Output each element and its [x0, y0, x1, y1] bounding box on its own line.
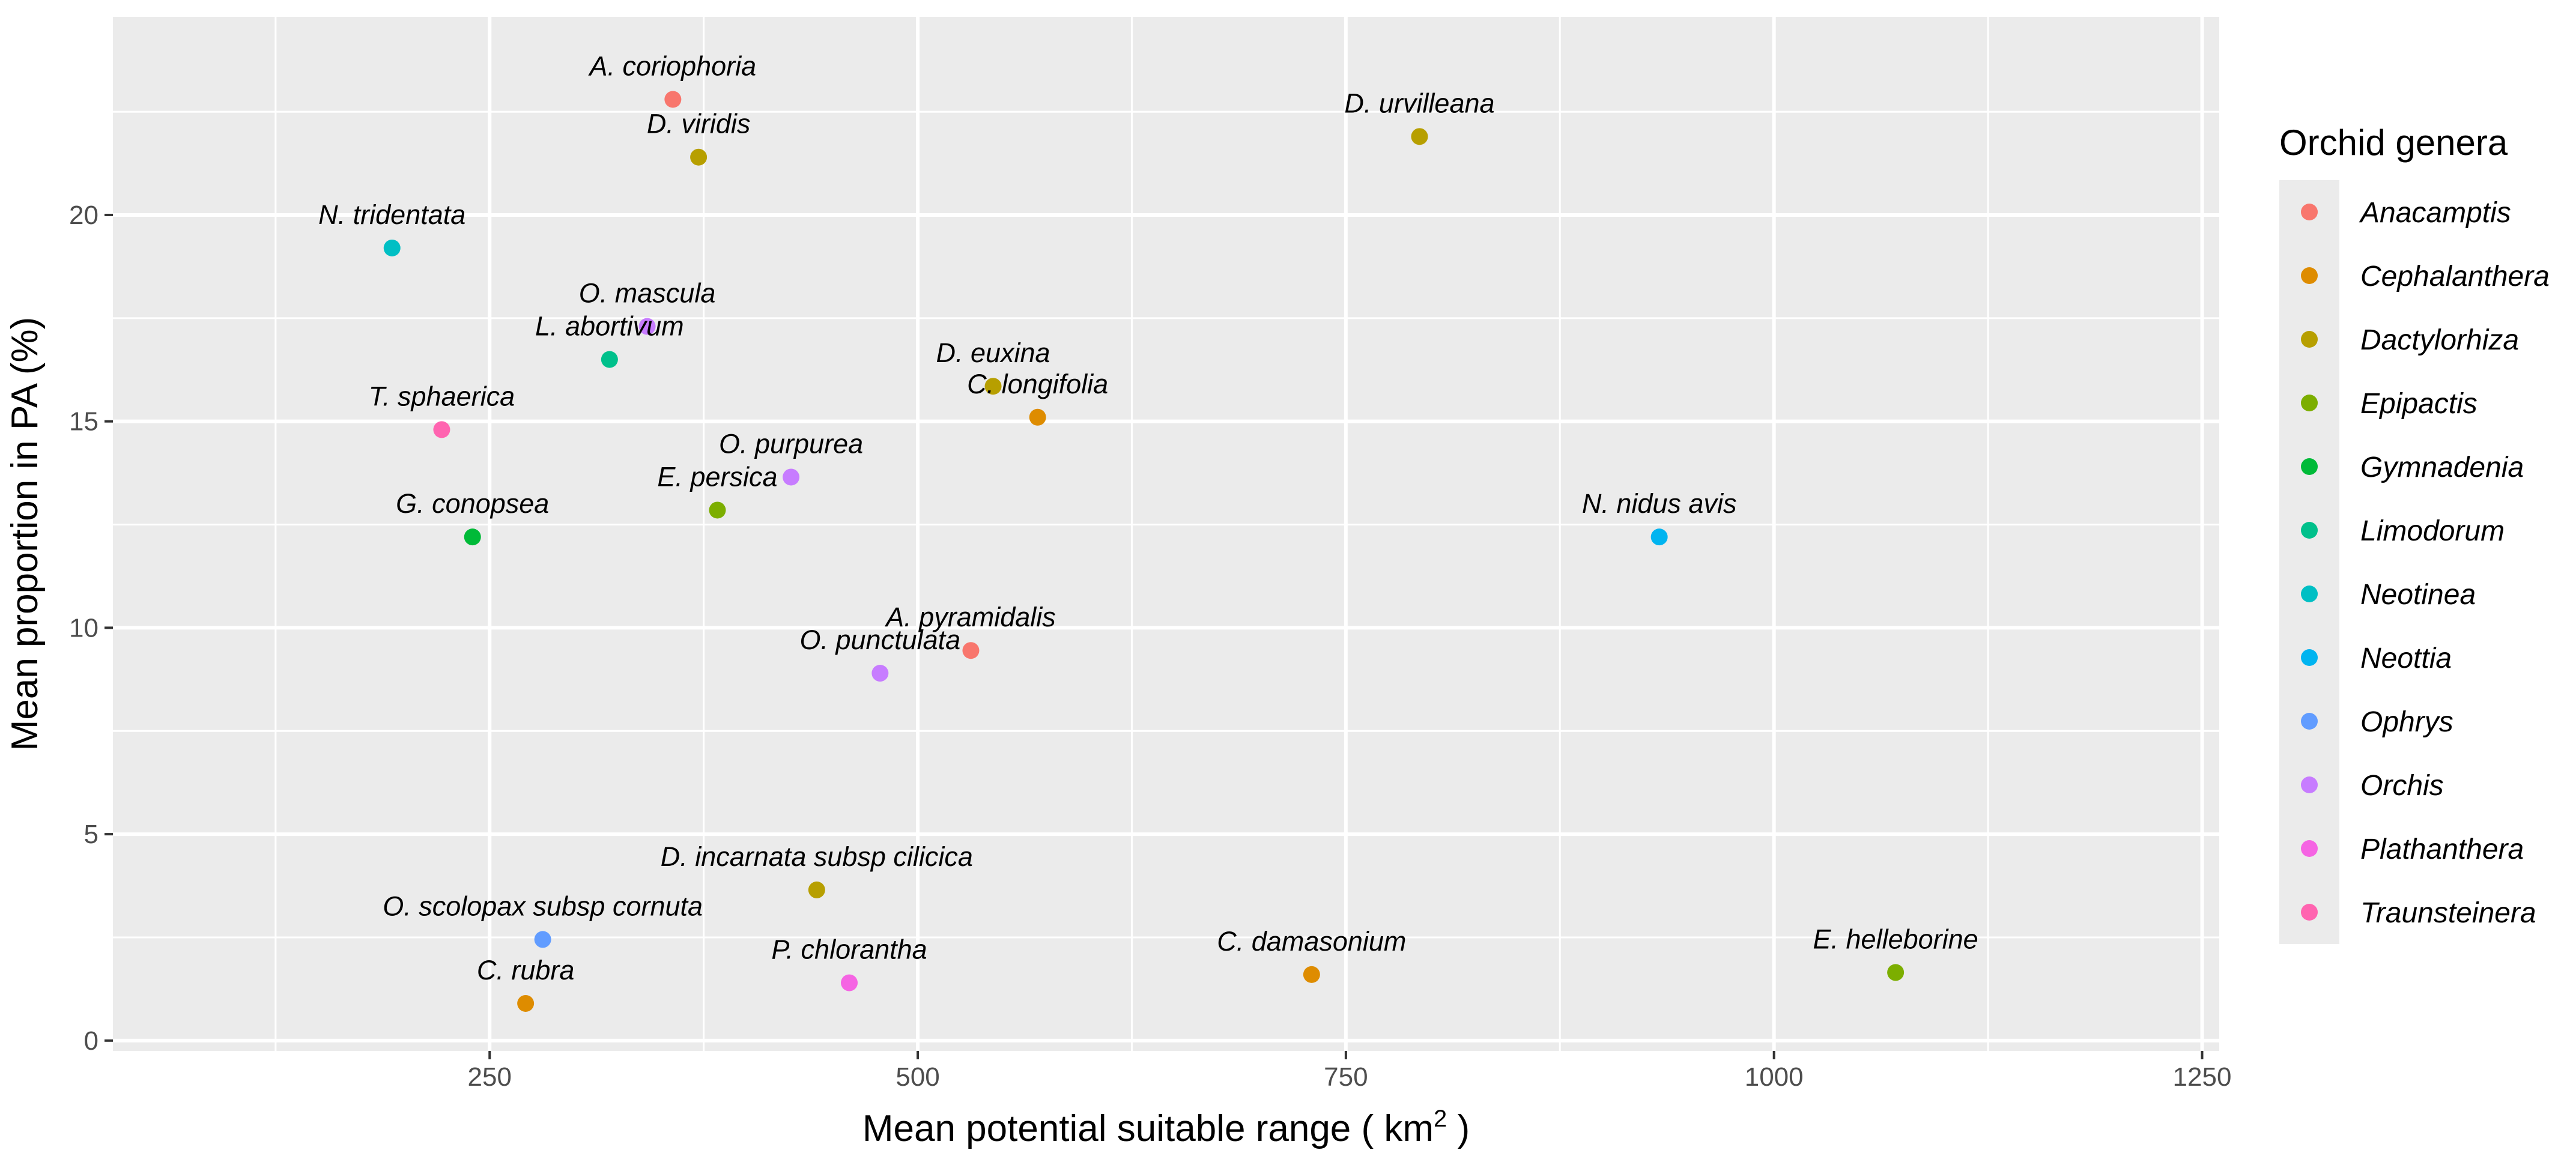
legend-label: Plathanthera — [2360, 834, 2524, 865]
legend-key — [2301, 267, 2318, 284]
legend-key — [2301, 649, 2318, 666]
legend-label: Gymnadenia — [2360, 452, 2524, 483]
y-tick-label: 10 — [69, 613, 98, 643]
panel-background — [113, 17, 2219, 1051]
x-tick-label: 1250 — [2173, 1062, 2232, 1092]
data-point — [1411, 128, 1428, 145]
y-axis: 0 5 10 15 20 — [69, 201, 113, 1056]
y-tick-label: 5 — [84, 820, 98, 849]
legend-label: Ophrys — [2360, 706, 2453, 738]
data-point — [638, 318, 656, 335]
x-tick-label: 500 — [896, 1062, 939, 1092]
legend-label: Orchis — [2360, 770, 2444, 802]
legend: Orchid genera Anacamptis Cephalanthera Dac… — [2279, 123, 2550, 944]
data-point — [962, 642, 980, 659]
legend-label: Epipactis — [2360, 388, 2478, 420]
x-axis-title-end: ) — [1447, 1108, 1470, 1149]
data-point — [808, 881, 825, 898]
y-tick-label: 20 — [69, 201, 98, 230]
x-tick-label: 1000 — [1745, 1062, 1804, 1092]
data-point — [383, 239, 401, 256]
point-label: P. chlorantha — [771, 934, 927, 965]
data-point — [534, 931, 551, 948]
data-point — [984, 378, 1002, 395]
point-label: O. punctulata — [800, 625, 961, 655]
y-axis-title: Mean proportion in PA (%) — [4, 317, 46, 751]
legend-label: Limodorum — [2360, 515, 2505, 547]
point-label: A. pyramidalis — [884, 602, 1056, 632]
point-label: O. scolopax subsp cornuta — [383, 891, 703, 921]
major-gridlines — [113, 17, 2219, 1051]
data-point — [1029, 408, 1046, 426]
legend-items: Anacamptis Cephalanthera Dactylorhiza Epipa… — [2301, 197, 2550, 929]
point-label: E. helleborine — [1813, 924, 1978, 954]
x-tick-label: 250 — [468, 1062, 512, 1092]
legend-key — [2301, 904, 2318, 921]
legend-label: Neotinea — [2360, 579, 2476, 611]
legend-key — [2301, 395, 2318, 411]
data-point — [709, 501, 726, 519]
data-point — [517, 994, 535, 1012]
point-label: D. incarnata subsp cilicica — [661, 841, 973, 872]
legend-key — [2301, 458, 2318, 475]
point-labels: A. coriophoria D. viridis D. urvilleana N. … — [318, 50, 1978, 985]
y-tick-label: 0 — [84, 1026, 98, 1056]
point-label: L. abortivum — [535, 311, 684, 342]
legend-label: Dactylorhiza — [2360, 324, 2519, 356]
y-tick-label: 15 — [69, 407, 98, 437]
point-label: E. persica — [657, 461, 777, 492]
legend-key — [2301, 713, 2318, 730]
point-label: A. coriophoria — [588, 50, 757, 81]
legend-label: Traunsteinera — [2360, 897, 2536, 929]
data-point — [601, 351, 618, 368]
x-axis-title-text: Mean potential suitable range ( km — [862, 1108, 1434, 1149]
point-label: N. nidus avis — [1582, 488, 1737, 519]
data-point — [1303, 966, 1320, 983]
point-label: D. euxina — [936, 337, 1050, 368]
data-point — [433, 421, 450, 438]
point-label: D. urvilleana — [1344, 88, 1494, 118]
point-label: C. rubra — [477, 955, 575, 985]
minor-gridlines — [113, 17, 2219, 1051]
x-axis-title: Mean potential suitable range ( km2 ) — [862, 1106, 1470, 1149]
legend-label: Anacamptis — [2359, 197, 2511, 229]
data-point — [690, 148, 708, 166]
legend-key — [2301, 840, 2318, 857]
point-label: C. damasonium — [1217, 926, 1406, 957]
point-label: O. purpurea — [719, 428, 863, 459]
x-axis-title-superscript: 2 — [1434, 1106, 1447, 1132]
point-label: C. longifolia — [967, 369, 1108, 399]
point-label: G. conopsea — [396, 488, 549, 519]
legend-key — [2301, 522, 2318, 539]
data-point — [1887, 964, 1905, 981]
legend-key — [2301, 204, 2318, 220]
data-point — [464, 528, 481, 546]
data-point — [1650, 528, 1668, 546]
legend-label: Cephalanthera — [2360, 261, 2550, 292]
x-axis: 250 500 750 1000 1250 — [468, 1051, 2232, 1092]
point-label: T. sphaerica — [369, 381, 515, 411]
point-label: N. tridentata — [318, 199, 465, 230]
data-point — [783, 468, 800, 486]
legend-label: Neottia — [2360, 643, 2452, 674]
legend-title: Orchid genera — [2279, 123, 2508, 163]
legend-key — [2301, 331, 2318, 348]
point-label: O. mascula — [579, 278, 716, 309]
legend-key — [2301, 776, 2318, 793]
x-tick-label: 750 — [1324, 1062, 1368, 1092]
data-point — [841, 974, 858, 991]
data-point — [871, 665, 889, 682]
legend-key — [2301, 586, 2318, 602]
point-label: D. viridis — [647, 109, 751, 139]
data-points — [383, 91, 1905, 1012]
legend-key-background — [2279, 180, 2339, 944]
data-point — [664, 91, 682, 108]
